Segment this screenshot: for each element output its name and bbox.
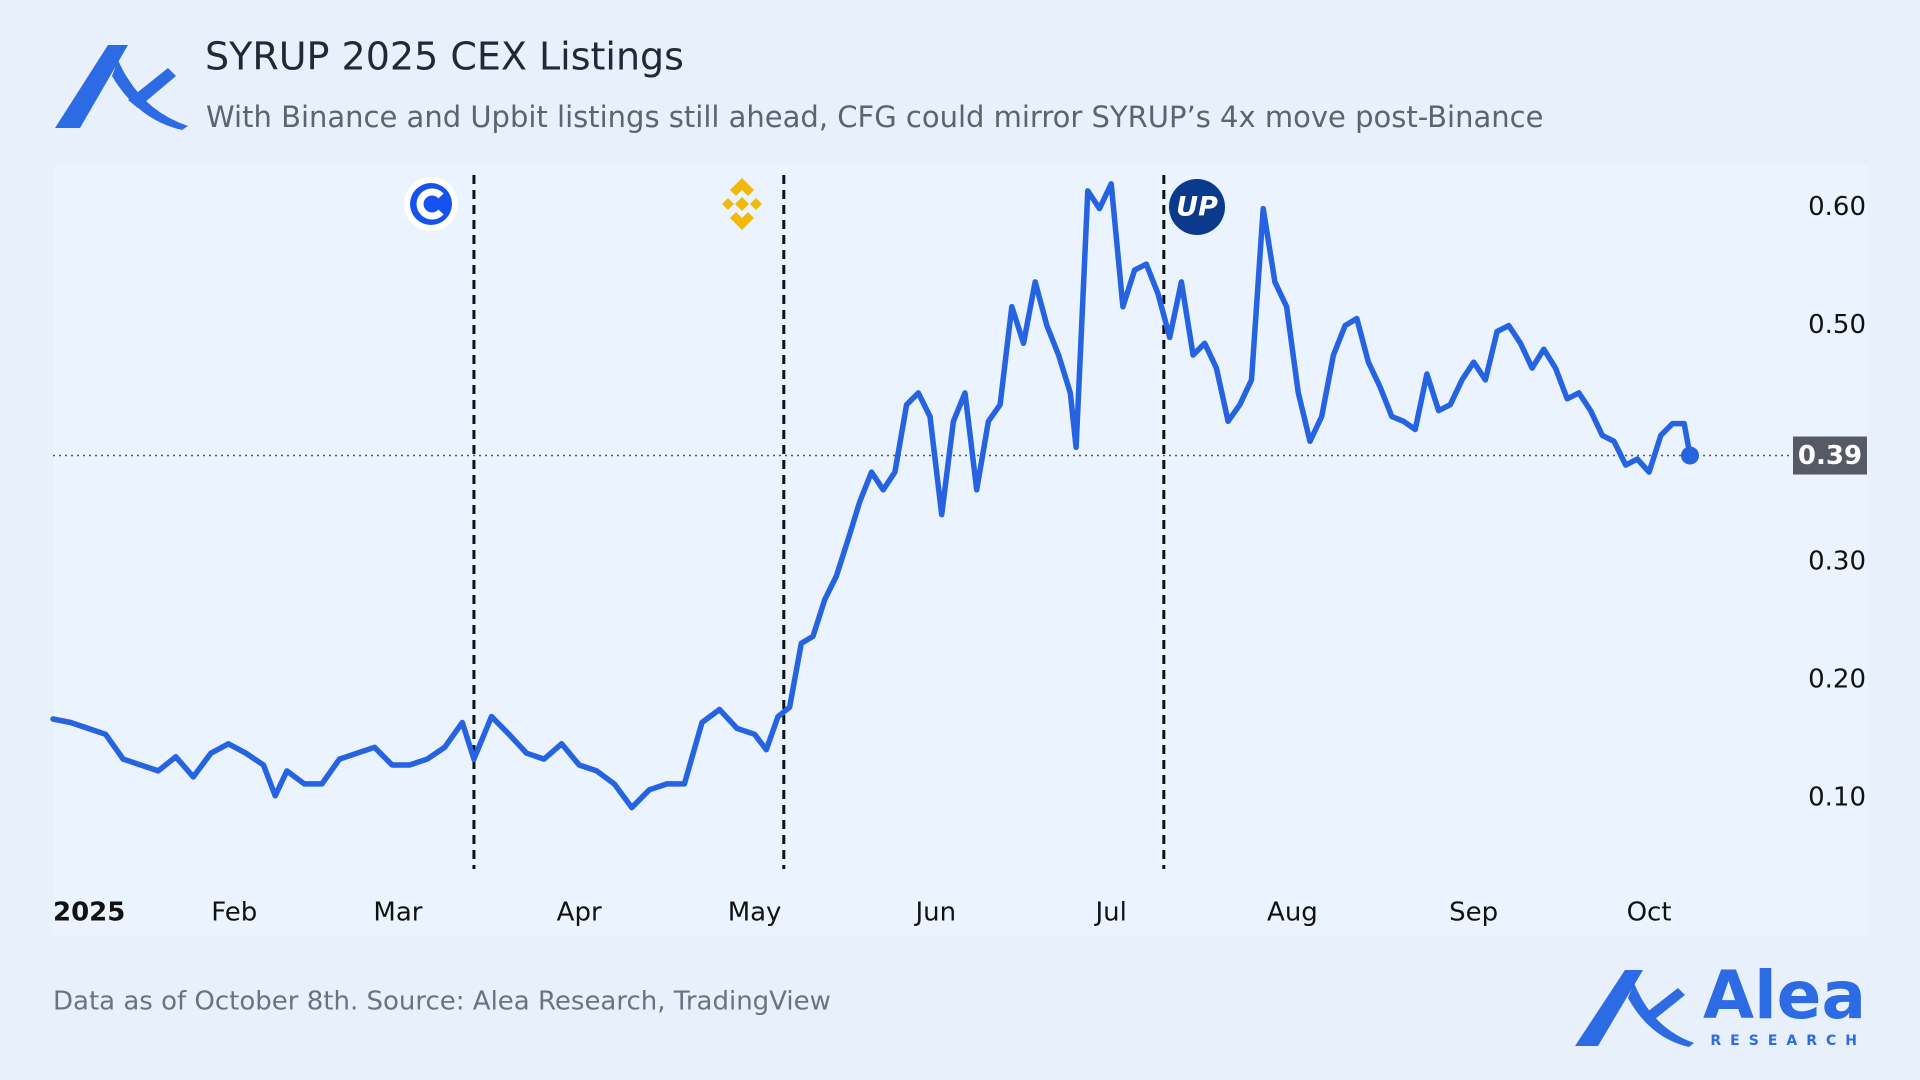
y-tick-label: 0.60 (1808, 192, 1866, 222)
x-tick-label: Aug (1267, 898, 1318, 928)
last-point (1681, 446, 1699, 465)
chart-title: SYRUP 2025 CEX Listings (205, 35, 684, 79)
y-tick-label: 0.30 (1808, 546, 1866, 576)
brand-tagline: RESEARCH (1710, 1033, 1866, 1049)
x-tick-label: 2025 (53, 898, 125, 928)
upbit-icon (1169, 179, 1225, 235)
chart-subtitle: With Binance and Upbit listings still ah… (206, 100, 1543, 134)
price-line (50, 181, 1693, 811)
x-tick-label: Apr (557, 898, 602, 928)
binance-icon (722, 178, 762, 230)
brand-logo (1575, 970, 1694, 1047)
x-tick-label: Jun (913, 898, 956, 928)
current-price-label: 0.39 (1798, 441, 1862, 471)
x-tick-label: Jul (1094, 898, 1127, 928)
y-tick-label: 0.50 (1808, 310, 1866, 340)
x-tick-label: May (728, 898, 782, 928)
source-note: Data as of October 8th. Source: Alea Res… (53, 987, 831, 1017)
x-tick-label: Oct (1627, 898, 1672, 928)
x-tick-label: Sep (1449, 898, 1498, 928)
y-tick-label: 0.20 (1808, 664, 1866, 694)
plot-area (53, 165, 1868, 935)
upbit-logo-text: UP (1176, 192, 1218, 223)
x-tick-label: Feb (211, 898, 257, 928)
current-price-box (1793, 436, 1867, 475)
logo (55, 45, 188, 130)
coinbase-icon (404, 177, 458, 231)
y-tick-label: 0.10 (1808, 783, 1866, 813)
x-tick-label: Mar (373, 898, 422, 928)
brand-name: Alea (1703, 957, 1866, 1034)
